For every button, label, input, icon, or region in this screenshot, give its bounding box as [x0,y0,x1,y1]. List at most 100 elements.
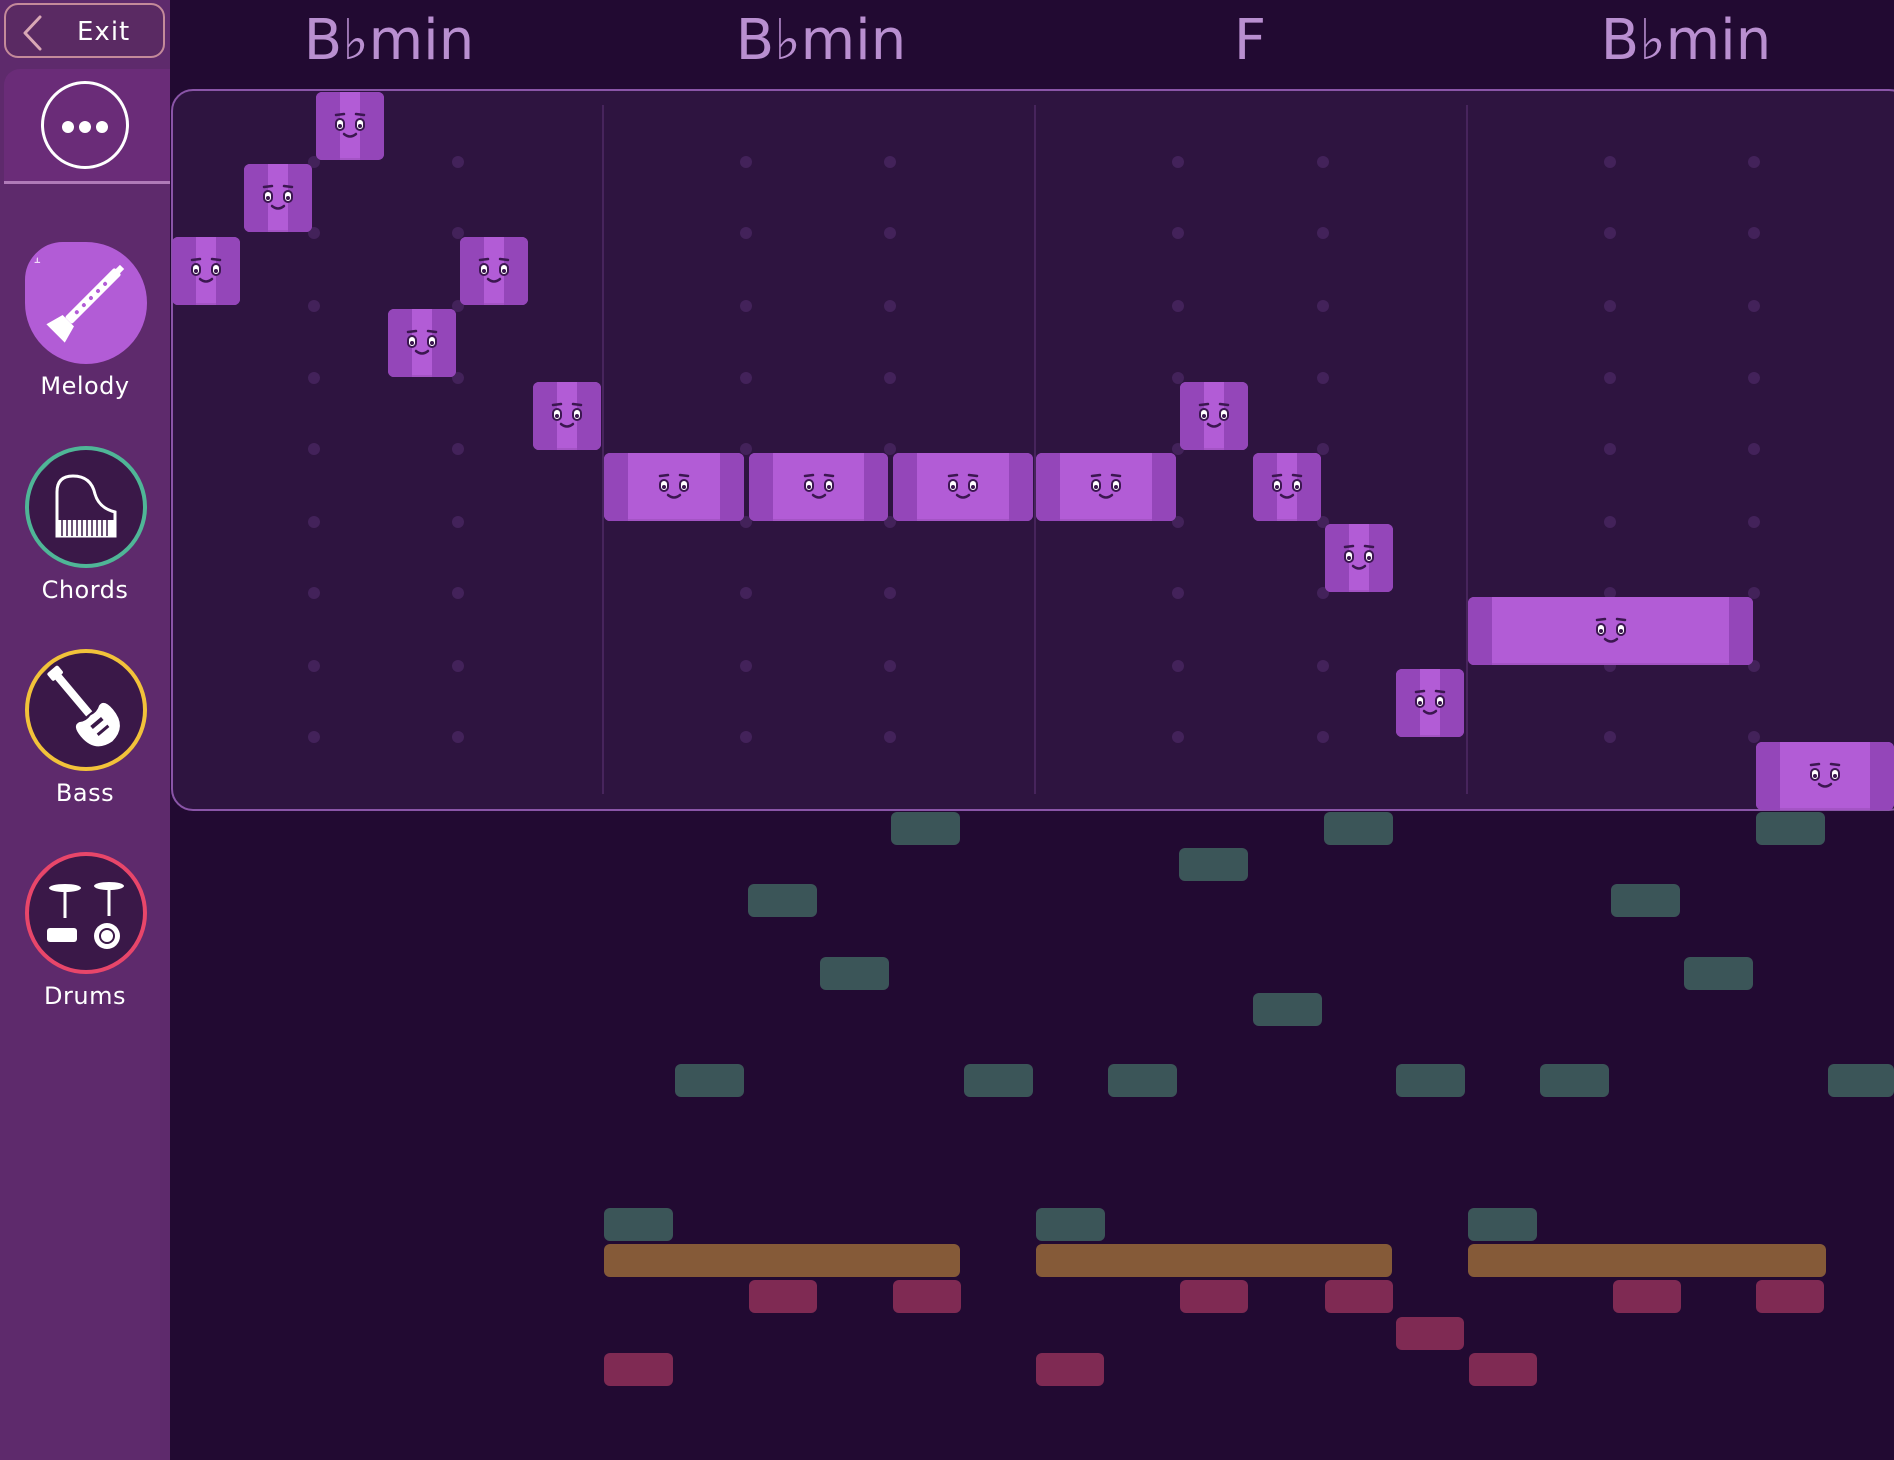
drum-note[interactable] [1469,1353,1537,1386]
grid-dot [740,300,752,312]
grid-dot [740,516,752,528]
grid-dot [884,300,896,312]
chord-note[interactable] [1828,1064,1894,1097]
melody-note[interactable] [533,382,601,450]
grid-dot [1317,660,1329,672]
chord-note[interactable] [1324,812,1393,845]
instrument-drums[interactable]: 4 Drums [0,852,170,1032]
note-handle-left[interactable] [1036,453,1060,521]
chevron-left-icon [23,15,42,51]
melody-note[interactable] [893,453,1033,521]
melody-note[interactable] [1036,453,1176,521]
note-handle-left[interactable] [604,453,628,521]
chord-note[interactable] [820,957,889,990]
melody-note[interactable] [1756,742,1894,810]
chord-note[interactable] [1179,848,1248,881]
note-handle-right[interactable] [1009,453,1033,521]
note-handle-right[interactable] [1729,597,1753,665]
chord-note[interactable] [675,1064,744,1097]
instrument-chords[interactable]: 2 Chords [0,446,170,626]
bass-note[interactable] [1468,1244,1826,1277]
grid-dot [1172,156,1184,168]
melody-note[interactable] [1180,382,1248,450]
note-handle-right[interactable] [864,453,888,521]
grid-dot [1604,372,1616,384]
drum-note[interactable] [604,1353,673,1386]
instrument-melody[interactable]: 1 Melody [0,242,170,422]
grid-dot [740,587,752,599]
chord-label[interactable]: B♭min [735,8,907,73]
melody-track-button[interactable]: 1 [25,242,147,364]
melody-note[interactable] [604,453,744,521]
drum-note[interactable] [893,1280,961,1313]
chord-note[interactable] [1756,812,1825,845]
more-dot-icon [79,121,91,133]
grid-dot [1604,587,1616,599]
grid-dot [1604,300,1616,312]
chord-note[interactable] [1468,1208,1537,1241]
melody-note[interactable] [1253,453,1321,521]
drums-track-button[interactable]: 4 [25,852,147,974]
grid-dot [740,443,752,455]
note-handle-right[interactable] [1870,742,1894,810]
chord-note[interactable] [748,884,817,917]
melody-grid[interactable] [171,89,1894,811]
grid-dot [1748,516,1760,528]
chord-note[interactable] [891,812,960,845]
melody-note[interactable] [388,309,456,377]
note-handle-left[interactable] [1756,742,1780,810]
bass-track-button[interactable]: 3 [25,649,147,771]
chord-note[interactable] [1253,993,1322,1026]
note-handle-left[interactable] [749,453,773,521]
instrument-label: Melody [40,372,130,400]
chords-track-button[interactable]: 2 [25,446,147,568]
chord-note[interactable] [1540,1064,1609,1097]
note-handle-left[interactable] [893,453,917,521]
chord-note[interactable] [1396,1064,1465,1097]
chord-note[interactable] [604,1208,673,1241]
chord-label[interactable]: B♭min [1600,8,1772,73]
grid-dot [884,372,896,384]
chord-note[interactable] [1108,1064,1177,1097]
grid-dot [884,587,896,599]
instrument-bass[interactable]: 3 Bass [0,649,170,829]
chord-label[interactable]: B♭min [303,8,475,73]
note-handle-right[interactable] [720,453,744,521]
drum-note[interactable] [1180,1280,1248,1313]
bass-note[interactable] [1036,1244,1392,1277]
melody-note[interactable] [172,237,240,305]
melody-note[interactable] [460,237,528,305]
chord-note[interactable] [1611,884,1680,917]
melody-note[interactable] [244,164,312,232]
grid-dot [308,660,320,672]
chord-note[interactable] [1036,1208,1105,1241]
melody-note[interactable] [749,453,888,521]
grid-dot [308,156,320,168]
chord-note[interactable] [964,1064,1033,1097]
track-number: 3 [33,659,42,674]
melody-note[interactable] [1396,669,1464,737]
bass-note[interactable] [604,1244,960,1277]
drum-note[interactable] [1613,1280,1681,1313]
note-handle-right[interactable] [1152,453,1176,521]
drum-note[interactable] [1036,1353,1104,1386]
grid-dot [740,156,752,168]
more-dot-icon [96,121,108,133]
grid-dot [452,227,464,239]
more-options-button[interactable] [41,81,129,169]
drum-note[interactable] [1756,1280,1824,1313]
drum-note[interactable] [1325,1280,1393,1313]
chord-note[interactable] [1684,957,1753,990]
grid-dot [740,731,752,743]
exit-button[interactable]: Exit [4,3,165,58]
melody-note[interactable] [1468,597,1753,665]
track-number: 4 [33,862,42,877]
grid-dot [452,372,464,384]
melody-note[interactable] [316,92,384,160]
drum-note[interactable] [1396,1317,1464,1350]
drum-note[interactable] [749,1280,817,1313]
chord-label[interactable]: F [1233,8,1267,73]
melody-note[interactable] [1325,524,1393,592]
note-handle-left[interactable] [1468,597,1492,665]
